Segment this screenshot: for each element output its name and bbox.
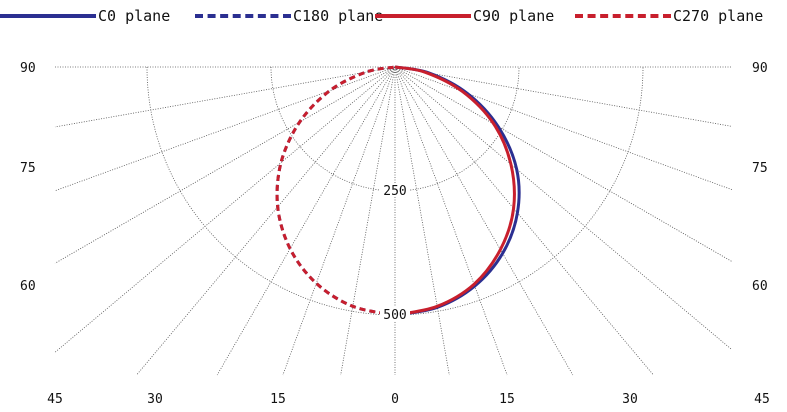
chart-labels: 250 500 45 30 15 0 15 30 45 90 90 75 75 60 60 (20, 61, 770, 407)
legend-label: C270 plane (673, 7, 764, 25)
grid-spoke (340, 66, 396, 376)
grid-spoke (394, 66, 733, 191)
chart-grid (54, 66, 733, 376)
grid-spoke (54, 66, 396, 128)
radial-tick-bg (380, 183, 410, 197)
radial-tick-label: 500 (383, 308, 406, 323)
grid-ring (270, 66, 520, 192)
series-curve-c180-plane (275, 65, 396, 317)
grid-spoke (394, 66, 450, 376)
angle-tick-right: 75 (752, 161, 768, 176)
grid-spoke (54, 66, 396, 192)
legend-label: C0 plane (98, 7, 171, 25)
radial-tick-bg (380, 307, 410, 321)
legend-swatch (375, 14, 471, 18)
grid-spoke (394, 66, 733, 127)
angle-tick-left: 90 (20, 61, 36, 76)
series-curve-c90-plane (394, 65, 516, 317)
grid-ring (146, 66, 644, 316)
legend-label: C90 plane (473, 7, 555, 25)
grid-spoke (282, 66, 396, 376)
angle-tick-right: 90 (752, 61, 768, 76)
legend-swatch (0, 14, 96, 18)
angle-tick-bottom: 0 (391, 392, 399, 407)
angle-tick-bottom: 30 (147, 392, 163, 407)
chart-legend: C0 plane C180 plane C90 plane C270 plane (0, 6, 787, 30)
grid-spoke (216, 66, 396, 376)
series-curve-c0-plane (394, 65, 521, 317)
grid-spoke (394, 66, 733, 351)
chart-curves (275, 65, 521, 317)
grid-spoke (394, 66, 508, 376)
angle-tick-left: 75 (20, 161, 36, 176)
angle-tick-left: 60 (20, 279, 36, 294)
radial-tick-label: 250 (383, 184, 406, 199)
grid-spoke (394, 66, 574, 376)
grid-spoke (394, 66, 654, 376)
grid-spoke (394, 66, 733, 262)
grid-spoke (54, 66, 396, 264)
angle-tick-bottom: 45 (754, 392, 770, 407)
angle-tick-bottom: 45 (47, 392, 63, 407)
angle-tick-right: 60 (752, 279, 768, 294)
angle-tick-bottom: 15 (499, 392, 515, 407)
angle-tick-bottom: 15 (270, 392, 286, 407)
series-curve-c270-plane (275, 65, 396, 317)
legend-label: C180 plane (293, 7, 384, 25)
legend-swatch (195, 14, 291, 18)
angle-tick-bottom: 30 (622, 392, 638, 407)
grid-spoke (136, 66, 396, 376)
legend-swatch (575, 14, 671, 18)
